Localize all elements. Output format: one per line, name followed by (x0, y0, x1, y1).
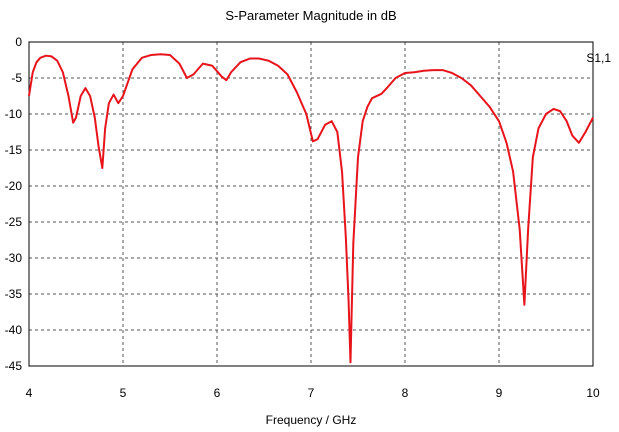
x-tick-label-5: 5 (120, 386, 127, 400)
y-tick-label--30: -30 (5, 251, 23, 265)
y-tick-label--35: -35 (5, 287, 23, 301)
grid-lines (29, 42, 593, 366)
axis-ticks: 4 5 6 7 8 9 10 0 -5 -10 -15 -20 -25 -30 -35 -40 -45 (5, 35, 600, 400)
y-tick-label--25: -25 (5, 215, 23, 229)
legend-series-s11: S1,1 (586, 51, 611, 65)
chart-title: S-Parameter Magnitude in dB (225, 8, 396, 23)
series-line-s11 (28, 53, 594, 364)
x-tick-label-7: 7 (308, 386, 315, 400)
y-tick-label-0: 0 (15, 35, 22, 49)
y-tick-label--10: -10 (5, 107, 23, 121)
y-tick-label--20: -20 (5, 179, 23, 193)
y-tick-label--45: -45 (5, 359, 23, 373)
plot-frame (28, 41, 594, 367)
x-axis-label: Frequency / GHz (266, 413, 357, 427)
x-tick-label-6: 6 (214, 386, 221, 400)
x-tick-label-9: 9 (496, 386, 503, 400)
y-tick-label--15: -15 (5, 143, 23, 157)
x-tick-label-8: 8 (402, 386, 409, 400)
series-lines (28, 53, 594, 364)
y-tick-label--5: -5 (11, 71, 22, 85)
x-tick-label-4: 4 (26, 386, 33, 400)
x-tick-label-10: 10 (586, 386, 600, 400)
y-tick-label--40: -40 (5, 323, 23, 337)
